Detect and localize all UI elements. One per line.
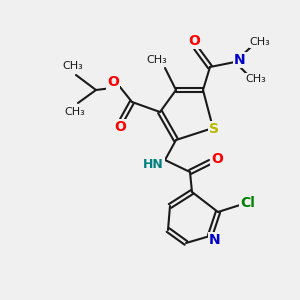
Text: O: O bbox=[211, 152, 223, 166]
Text: CH₃: CH₃ bbox=[64, 107, 86, 117]
Text: O: O bbox=[114, 120, 126, 134]
Text: CH₃: CH₃ bbox=[246, 74, 266, 84]
Text: CH₃: CH₃ bbox=[250, 37, 270, 47]
Text: S: S bbox=[209, 122, 219, 136]
Text: N: N bbox=[234, 53, 246, 67]
Text: O: O bbox=[107, 75, 119, 89]
Text: O: O bbox=[188, 34, 200, 48]
Text: HN: HN bbox=[142, 158, 164, 172]
Text: N: N bbox=[209, 233, 221, 247]
Text: CH₃: CH₃ bbox=[147, 55, 167, 65]
Text: Cl: Cl bbox=[241, 196, 255, 210]
Text: CH₃: CH₃ bbox=[63, 61, 83, 71]
